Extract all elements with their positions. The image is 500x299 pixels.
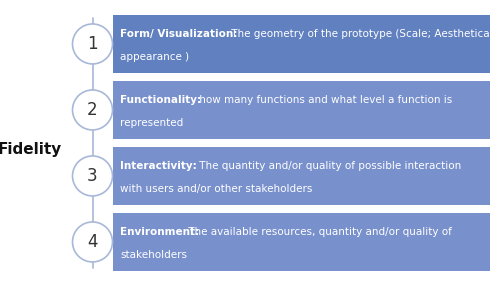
Text: represented: represented — [120, 118, 183, 128]
Text: how many functions and what level a function is: how many functions and what level a func… — [196, 94, 452, 105]
Text: with users and/or other stakeholders: with users and/or other stakeholders — [120, 184, 312, 194]
Ellipse shape — [72, 156, 112, 196]
Ellipse shape — [72, 90, 112, 130]
FancyBboxPatch shape — [112, 15, 490, 73]
Text: The quantity and/or quality of possible interaction: The quantity and/or quality of possible … — [196, 161, 461, 170]
Text: 4: 4 — [88, 233, 98, 251]
FancyBboxPatch shape — [112, 147, 490, 205]
Text: The geometry of the prototype (Scale; Aesthetical: The geometry of the prototype (Scale; Ae… — [228, 28, 493, 39]
FancyBboxPatch shape — [112, 81, 490, 139]
Text: Fidelity: Fidelity — [0, 142, 62, 157]
Text: stakeholders: stakeholders — [120, 250, 187, 260]
Text: 3: 3 — [87, 167, 98, 185]
Ellipse shape — [72, 222, 112, 262]
Text: appearance ): appearance ) — [120, 52, 189, 62]
Text: 2: 2 — [87, 101, 98, 119]
Text: The available resources, quantity and/or quality of: The available resources, quantity and/or… — [185, 227, 452, 237]
Text: 1: 1 — [87, 35, 98, 53]
Ellipse shape — [72, 24, 112, 64]
Text: Functionality:: Functionality: — [120, 94, 201, 105]
FancyBboxPatch shape — [112, 213, 490, 271]
Text: Environment:: Environment: — [120, 227, 199, 237]
Text: Form/ Visualization:: Form/ Visualization: — [120, 28, 238, 39]
Text: Interactivity:: Interactivity: — [120, 161, 197, 170]
